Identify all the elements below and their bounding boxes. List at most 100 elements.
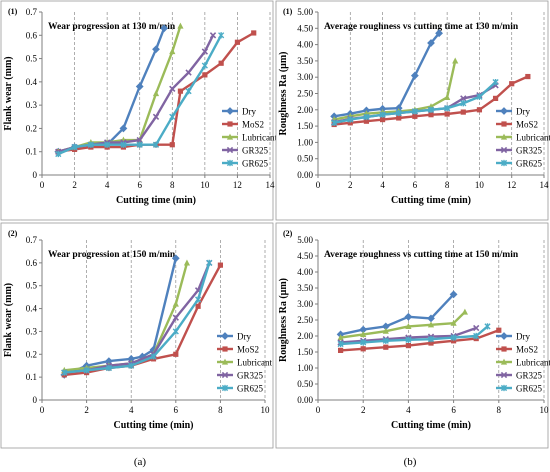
data-point: [177, 22, 184, 29]
legend-marker: [500, 384, 508, 392]
x-tick-label: 4: [380, 180, 385, 190]
y-axis-title: Flank wear (mm): [3, 56, 14, 130]
data-point: [476, 107, 483, 113]
data-point: [460, 100, 467, 107]
data-point: [427, 321, 435, 328]
series-lubricant: [337, 308, 468, 341]
x-tick-label: 6: [137, 180, 142, 190]
data-point: [61, 369, 68, 376]
series-line: [340, 329, 500, 352]
data-point: [83, 367, 90, 374]
chart-title: Average roughness vs cutting time at 130…: [324, 22, 519, 32]
data-point: [172, 300, 179, 307]
legend: Dry MoS2 Lubricant GR325 GR625: [496, 332, 550, 394]
data-point: [218, 32, 225, 39]
y-tick-label: 0.2: [26, 123, 37, 133]
data-point: [427, 106, 435, 113]
chart-panel-1: 0 2 4 6 8 10 12 14 0 0.1 0.2 0.3 0.4 0.5 0.6 0.7 Cutting…: [0, 0, 277, 221]
data-point: [405, 336, 412, 343]
x-tick-label: 12: [507, 180, 516, 190]
y-tick-label: 0.7: [26, 235, 38, 245]
legend-marker: [500, 371, 508, 379]
data-point: [195, 296, 202, 303]
data-point: [55, 150, 62, 158]
chart-panel-4: 0 2 4 6 8 10 0.00 0.50 1.00 1.50 2.00 2.50 3.00 3.50 4…: [275, 222, 550, 449]
legend-label: MoS2: [516, 120, 538, 130]
legend-label: GR325: [237, 371, 264, 381]
y-tick-label: 0: [33, 395, 38, 405]
legend: Dry MoS2 Lubricant GR325 GR625: [222, 107, 277, 169]
column-label-a: (a): [134, 456, 147, 468]
legend-marker: [501, 346, 507, 352]
data-point: [128, 362, 135, 369]
data-point: [120, 141, 127, 148]
data-point: [195, 303, 201, 309]
data-point: [473, 324, 480, 332]
data-point: [427, 336, 435, 343]
legend-label: Dry: [516, 107, 530, 117]
legend-label: Lubricant: [516, 358, 550, 368]
data-point: [525, 73, 531, 80]
legend-marker: [227, 121, 233, 127]
data-point: [396, 115, 402, 121]
legend-marker: [500, 107, 508, 115]
x-tick-label: 2: [348, 180, 353, 190]
data-point: [234, 39, 241, 45]
y-tick-label: 4.50: [297, 251, 313, 261]
chart-title: Wear progression at 130 m/min: [48, 22, 176, 32]
y-tick-label: 4.00: [297, 40, 313, 50]
data-point: [218, 60, 224, 66]
data-point: [104, 141, 111, 148]
series-gr625: [55, 32, 225, 158]
data-point: [136, 141, 143, 148]
series-gr625: [331, 78, 499, 126]
data-point: [428, 112, 434, 118]
data-point: [347, 116, 354, 123]
series-line: [340, 325, 489, 346]
data-point: [412, 113, 418, 119]
legend-marker: [500, 133, 508, 140]
legend-label: GR625: [516, 384, 543, 394]
y-tick-label: 5.00: [297, 7, 313, 17]
x-tick-label: 10: [540, 405, 550, 415]
y-tick-label: 0.50: [297, 379, 313, 389]
legend-marker: [221, 384, 229, 392]
y-tick-label: 0.6: [26, 258, 38, 268]
column-label-b: (b): [404, 456, 417, 468]
legend-marker: [226, 146, 234, 154]
legend-marker: [221, 332, 229, 340]
data-point: [363, 113, 370, 121]
x-tick-label: 10: [200, 180, 210, 190]
data-point: [217, 262, 223, 268]
data-point: [492, 95, 499, 101]
y-tick-label: 3.50: [297, 56, 313, 66]
y-tick-label: 0.5: [26, 54, 38, 64]
legend-label: GR325: [242, 146, 269, 156]
y-tick-label: 0: [33, 170, 38, 180]
data-point: [496, 327, 502, 333]
data-point: [363, 118, 370, 124]
x-tick-label: 2: [361, 405, 366, 415]
data-point: [444, 111, 450, 117]
data-point: [338, 347, 344, 353]
series-gr625: [61, 259, 213, 376]
data-point: [152, 90, 160, 97]
data-point: [206, 259, 213, 266]
x-tick-label: 2: [84, 405, 89, 415]
y-tick-label: 0.4: [26, 304, 38, 314]
legend: Dry MoS2 Lubricant GR325 GR625: [217, 332, 272, 394]
y-tick-label: 0.2: [26, 349, 37, 359]
y-tick-label: 0.4: [26, 77, 38, 87]
legend: Dry MoS2 Lubricant GR325 GR625: [496, 107, 550, 169]
legend-label: Lubricant: [516, 133, 550, 143]
data-point: [379, 111, 386, 118]
data-point: [150, 353, 157, 360]
y-tick-label: 4.50: [297, 23, 313, 33]
y-tick-label: 0.1: [26, 372, 37, 382]
data-point: [347, 120, 353, 126]
y-tick-label: 3.50: [297, 283, 313, 293]
data-point: [152, 113, 160, 120]
series-line: [64, 262, 211, 374]
y-tick-label: 0.50: [297, 154, 313, 164]
